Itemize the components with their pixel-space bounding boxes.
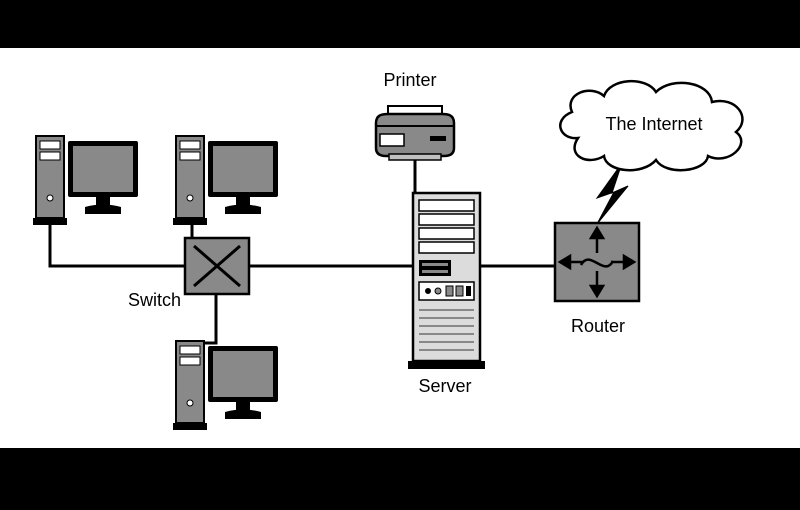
- router-label: Router: [571, 316, 625, 336]
- switch-label: Switch: [128, 290, 181, 310]
- network-diagram: Switch Printer: [0, 48, 800, 448]
- edge-router-internet: [597, 163, 628, 224]
- letterbox-top: [0, 0, 800, 48]
- internet-label: The Internet: [605, 114, 702, 134]
- workstation-3: [173, 341, 278, 430]
- letterbox-bottom: [0, 448, 800, 510]
- server-label: Server: [418, 376, 471, 396]
- printer-node: [376, 106, 454, 160]
- printer-label: Printer: [383, 70, 436, 90]
- workstation-2: [173, 136, 278, 225]
- server-node: [408, 193, 485, 369]
- edge-pc1-switch: [50, 225, 185, 266]
- workstation-1: [33, 136, 138, 225]
- edge-switch-pc3: [192, 295, 216, 343]
- switch-node: [185, 238, 249, 294]
- router-node: [555, 223, 639, 301]
